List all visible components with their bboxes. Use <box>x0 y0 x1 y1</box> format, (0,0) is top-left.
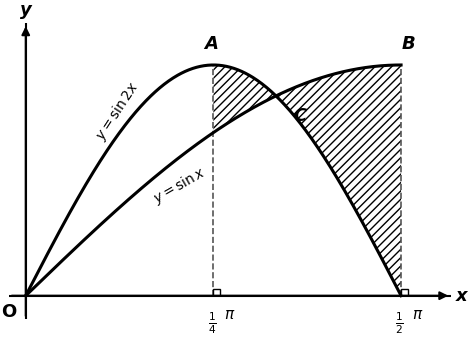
Text: C: C <box>293 107 307 125</box>
Text: x: x <box>456 287 468 305</box>
Text: $y=\sin x$: $y=\sin x$ <box>150 163 209 208</box>
Text: $\pi$: $\pi$ <box>225 307 236 322</box>
Text: O: O <box>1 303 17 321</box>
Text: A: A <box>204 35 218 53</box>
Text: y: y <box>20 1 32 19</box>
Text: B: B <box>402 35 415 53</box>
Text: $y=\sin 2x$: $y=\sin 2x$ <box>92 78 143 144</box>
Text: $\frac{1}{2}$: $\frac{1}{2}$ <box>395 310 404 336</box>
Text: $\pi$: $\pi$ <box>412 307 424 322</box>
Text: $\frac{1}{4}$: $\frac{1}{4}$ <box>208 310 217 336</box>
